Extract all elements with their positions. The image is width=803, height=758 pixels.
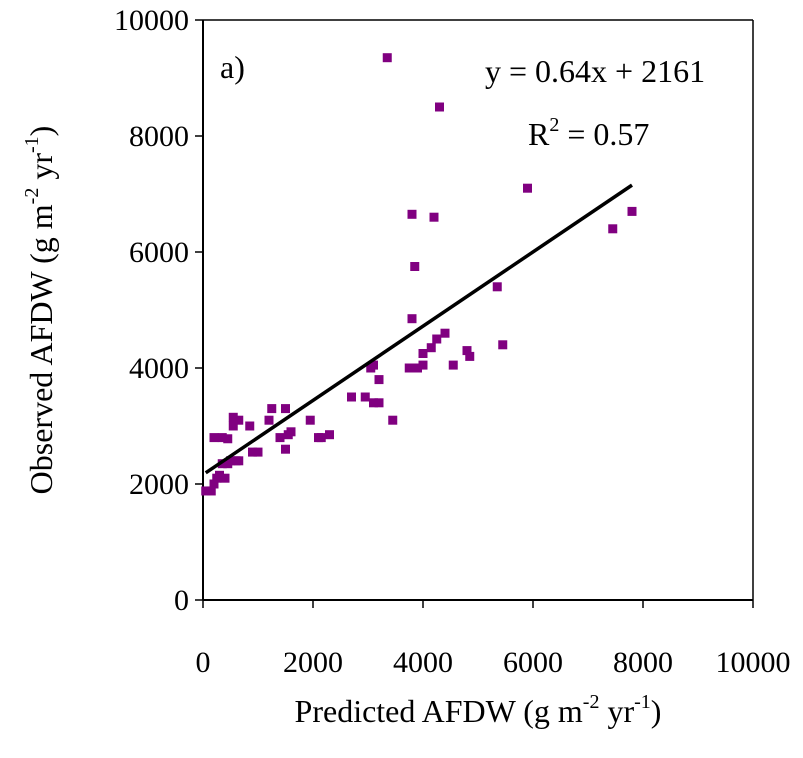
- x-axis-title-sup2: -1: [634, 691, 651, 713]
- data-point: [305, 415, 315, 425]
- data-point: [206, 486, 216, 496]
- r-squared-prefix: R: [528, 116, 550, 152]
- data-point: [253, 447, 263, 457]
- data-point: [226, 456, 235, 466]
- y-axis-title-sup1: -2: [21, 188, 43, 205]
- data-point: [234, 415, 244, 425]
- data-point: [374, 375, 384, 385]
- data-point: [209, 433, 219, 443]
- data-point: [220, 473, 230, 483]
- y-ticks: 0 2000 4000 6000 8000 10000: [114, 4, 203, 617]
- data-point: [407, 314, 417, 324]
- y-tick-label: 6000: [129, 236, 189, 269]
- y-axis-title-sup2: -1: [21, 136, 43, 153]
- data-point: [432, 334, 442, 344]
- data-point: [248, 447, 257, 457]
- data-point: [264, 415, 274, 425]
- data-point: [418, 349, 428, 358]
- r-squared: R2 = 0.57: [528, 114, 649, 152]
- x-tick-label: 6000: [503, 646, 563, 679]
- y-tick-label: 10000: [114, 4, 189, 37]
- data-point: [407, 363, 417, 373]
- data-point: [382, 53, 392, 63]
- data-point: [286, 427, 296, 437]
- data-point: [627, 206, 637, 216]
- y-tick-label: 8000: [129, 120, 189, 153]
- data-point: [275, 433, 285, 443]
- data-point: [388, 415, 398, 425]
- data-point: [410, 262, 420, 271]
- trend-line: [204, 183, 633, 475]
- y-tick-label: 0: [174, 584, 189, 617]
- x-tick-label: 0: [196, 646, 211, 679]
- data-point: [407, 209, 417, 219]
- panel-label: a): [220, 49, 245, 85]
- data-point: [440, 328, 450, 338]
- data-point: [215, 470, 224, 480]
- data-point: [462, 346, 472, 356]
- x-axis-title-main: Predicted AFDW (g m: [295, 693, 583, 729]
- data-point: [498, 340, 508, 350]
- data-point: [492, 282, 502, 292]
- data-point: [374, 398, 384, 408]
- y-axis-title-mid: yr: [23, 153, 59, 188]
- x-axis-title-sup1: -2: [583, 691, 600, 713]
- data-point: [413, 363, 422, 373]
- data-point: [281, 444, 290, 454]
- data-point: [209, 479, 219, 489]
- plot-frame: [202, 19, 754, 601]
- data-point: [228, 412, 238, 422]
- x-axis-title-mid: yr: [599, 693, 634, 729]
- data-point: [448, 360, 458, 370]
- x-tick-label: 10000: [716, 646, 791, 679]
- data-point: [426, 343, 436, 353]
- data-points: [201, 53, 637, 496]
- data-point: [223, 434, 233, 444]
- trendline-equation: y = 0.64x + 2161: [485, 53, 705, 89]
- r-squared-value: = 0.57: [559, 116, 649, 152]
- x-tick-label: 8000: [613, 646, 673, 679]
- y-tick-label: 4000: [129, 352, 189, 385]
- data-point: [281, 404, 290, 414]
- data-point: [245, 421, 255, 431]
- data-point: [360, 392, 370, 402]
- data-point: [234, 456, 244, 466]
- data-point: [523, 183, 532, 193]
- data-point: [418, 360, 428, 370]
- data-point: [465, 351, 475, 361]
- data-point: [316, 433, 326, 443]
- data-point: [228, 421, 238, 431]
- x-ticks: 0 2000 4000 6000 8000 10000: [196, 600, 791, 679]
- data-point: [608, 224, 618, 234]
- x-axis-title-end: ): [651, 693, 662, 729]
- y-axis-title-end: ): [23, 126, 59, 137]
- data-point: [429, 212, 439, 222]
- data-point: [267, 404, 277, 414]
- data-point: [435, 102, 444, 112]
- data-point: [347, 392, 356, 402]
- y-axis-title: Observed AFDW (g m-2 yr-1): [21, 126, 59, 495]
- data-point: [217, 433, 227, 443]
- data-point: [325, 430, 334, 440]
- data-point: [201, 486, 211, 496]
- x-tick-label: 2000: [283, 646, 343, 679]
- y-tick-label: 2000: [129, 468, 189, 501]
- data-point: [369, 360, 378, 370]
- data-point: [369, 398, 378, 408]
- r-squared-superscript: 2: [549, 114, 559, 136]
- x-tick-label: 4000: [393, 646, 453, 679]
- x-axis-title: Predicted AFDW (g m-2 yr-1): [295, 691, 662, 729]
- y-axis-title-main: Observed AFDW (g m: [23, 204, 59, 494]
